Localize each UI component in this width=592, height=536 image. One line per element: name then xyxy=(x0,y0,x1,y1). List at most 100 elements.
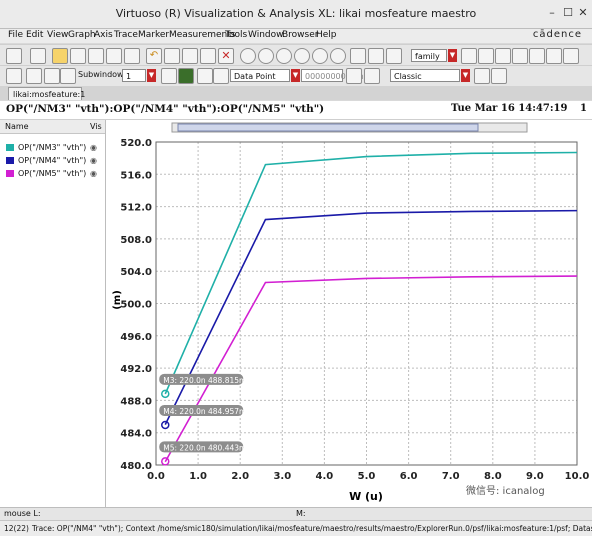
family-option-d-icon[interactable] xyxy=(512,48,528,64)
delete-icon[interactable]: ✕ xyxy=(218,48,234,64)
tab-likai-mosfeature[interactable]: likai:mosfeature:1 xyxy=(8,87,85,100)
x-tick-label: 2.0 xyxy=(231,471,249,482)
marker-label: M3: 220.0n 488.815m xyxy=(163,376,246,385)
menu-axis[interactable]: Axis xyxy=(94,30,113,40)
family-select[interactable]: family xyxy=(411,49,447,62)
legend-item[interactable]: OP("/NM5" "vth") ◉ xyxy=(6,168,102,180)
family-option-b-icon[interactable] xyxy=(478,48,494,64)
main-toolbar: ↶ ✕ family ▼ xyxy=(0,44,592,66)
style-dropdown-icon[interactable]: ▼ xyxy=(461,69,470,82)
settings-icon[interactable] xyxy=(26,68,42,84)
color-icon[interactable] xyxy=(178,68,194,84)
minimize-icon[interactable]: – xyxy=(549,6,555,19)
menu-help[interactable]: Help xyxy=(316,30,337,40)
menu-edit[interactable]: Edit xyxy=(26,30,44,40)
watermark: 微信号: icanalog xyxy=(466,486,545,497)
family-option-g-icon[interactable] xyxy=(563,48,579,64)
legend-label: OP("/NM4" "vth") xyxy=(18,156,87,165)
plot-area[interactable]: 0.0 1.0 2.0 3.0 4.0 5.0 6.0 7.0 8.0 9.0 10.0 480.0 4… xyxy=(106,120,592,507)
mouse-status: mouse L: xyxy=(4,509,41,518)
menu-marker[interactable]: Marker xyxy=(138,30,170,40)
grid-icon[interactable] xyxy=(368,48,384,64)
print-icon[interactable] xyxy=(88,48,104,64)
y-tick-label: 488.0 xyxy=(120,396,152,407)
menu-graph[interactable]: Graph xyxy=(68,30,96,40)
marker-label: M4: 220.0n 484.957m xyxy=(163,407,246,416)
marker-point[interactable] xyxy=(161,457,170,466)
zoom-in-icon[interactable] xyxy=(276,48,292,64)
family-option-a-icon[interactable] xyxy=(461,48,477,64)
crosshair-icon[interactable] xyxy=(6,68,22,84)
zoom-out-icon[interactable] xyxy=(294,48,310,64)
y-tick-label: 520.0 xyxy=(120,138,152,149)
menu-view[interactable]: View xyxy=(47,30,69,40)
y-tick-label: 512.0 xyxy=(120,203,152,214)
strip-chart-icon[interactable] xyxy=(350,48,366,64)
marker-point[interactable] xyxy=(161,389,170,399)
subwindow-title: OP("/NM3" "vth"):OP("/NM4" "vth"):OP("/N… xyxy=(6,103,325,115)
y-tick-label: 496.0 xyxy=(120,332,152,343)
copy-icon[interactable] xyxy=(182,48,198,64)
marker-next-icon[interactable] xyxy=(213,68,229,84)
subwindow-icon[interactable] xyxy=(30,48,46,64)
subwindow-timestamp: Tue Mar 16 14:47:19 xyxy=(451,103,568,114)
cut-icon[interactable] xyxy=(164,48,180,64)
eye-icon[interactable]: ◉ xyxy=(90,156,97,165)
zoom-scrollbar-thumb[interactable] xyxy=(177,123,479,132)
plot-frame xyxy=(155,141,578,466)
maximize-icon[interactable]: ☐ xyxy=(563,6,573,19)
menu-measurements[interactable]: Measurements xyxy=(169,30,236,40)
coordinate-field[interactable]: 0000000000m xyxy=(301,69,364,82)
menu-browser[interactable]: Browser xyxy=(282,30,319,40)
marker-point[interactable] xyxy=(161,420,170,430)
series-line-3[interactable] xyxy=(164,151,578,395)
legend-item[interactable]: OP("/NM4" "vth") ◉ xyxy=(6,155,102,167)
eye-icon[interactable]: ◉ xyxy=(90,169,97,178)
series-line-5[interactable] xyxy=(164,275,578,463)
family-option-c-icon[interactable] xyxy=(495,48,511,64)
series-line-4[interactable] xyxy=(164,209,578,425)
y-tick-label: 484.0 xyxy=(120,429,152,440)
family-option-f-icon[interactable] xyxy=(546,48,562,64)
family-option-e-icon[interactable] xyxy=(529,48,545,64)
x-axis-label: W (u) xyxy=(349,490,383,503)
export-icon[interactable] xyxy=(124,48,140,64)
zoom-x-icon[interactable] xyxy=(330,48,346,64)
legend-label: OP("/NM3" "vth") xyxy=(18,143,87,152)
split-icon[interactable] xyxy=(60,68,76,84)
menu-tools[interactable]: Tools xyxy=(225,30,248,40)
legend-item[interactable]: OP("/NM3" "vth") ◉ xyxy=(6,142,102,154)
undo-icon[interactable]: ↶ xyxy=(146,48,162,64)
y-tick-label: 480.0 xyxy=(120,461,152,472)
style-edit-icon[interactable] xyxy=(491,68,507,84)
family-dropdown-icon[interactable]: ▼ xyxy=(448,49,457,62)
close-icon[interactable]: ✕ xyxy=(578,6,588,19)
cursor-icon[interactable] xyxy=(386,48,402,64)
table-icon[interactable] xyxy=(364,68,380,84)
zoom-fit-icon[interactable] xyxy=(240,48,256,64)
new-window-icon[interactable] xyxy=(6,48,22,64)
x-tick-label: 10.0 xyxy=(565,471,590,482)
zoom-icon[interactable] xyxy=(258,48,274,64)
page-counter: 12(22) xyxy=(4,524,29,533)
style-apply-icon[interactable] xyxy=(474,68,490,84)
zoom-area-icon[interactable] xyxy=(312,48,328,64)
layout-icon[interactable] xyxy=(44,68,60,84)
calculator-icon[interactable] xyxy=(106,48,122,64)
save-icon[interactable] xyxy=(70,48,86,64)
eye-icon[interactable]: ◉ xyxy=(90,143,97,152)
marker-type-select[interactable]: Data Point xyxy=(230,69,290,82)
paste-icon[interactable] xyxy=(200,48,216,64)
chart-type-icon[interactable] xyxy=(161,68,177,84)
chart-axes: 0.0 1.0 2.0 3.0 4.0 5.0 6.0 7.0 8.0 9.0 10.0 480.0 4… xyxy=(120,138,589,482)
menu-trace[interactable]: Trace xyxy=(114,30,138,40)
marker-type-dropdown-icon[interactable]: ▼ xyxy=(291,69,300,82)
subwindows-field[interactable]: 1 xyxy=(122,69,146,82)
menu-window[interactable]: Window xyxy=(248,30,284,40)
marker-prev-icon[interactable] xyxy=(197,68,213,84)
style-select[interactable]: Classic xyxy=(390,69,460,82)
snap-icon[interactable] xyxy=(346,68,362,84)
open-folder-icon[interactable] xyxy=(52,48,68,64)
subwindows-dropdown-icon[interactable]: ▼ xyxy=(147,69,156,82)
menu-file[interactable]: File xyxy=(8,30,24,40)
